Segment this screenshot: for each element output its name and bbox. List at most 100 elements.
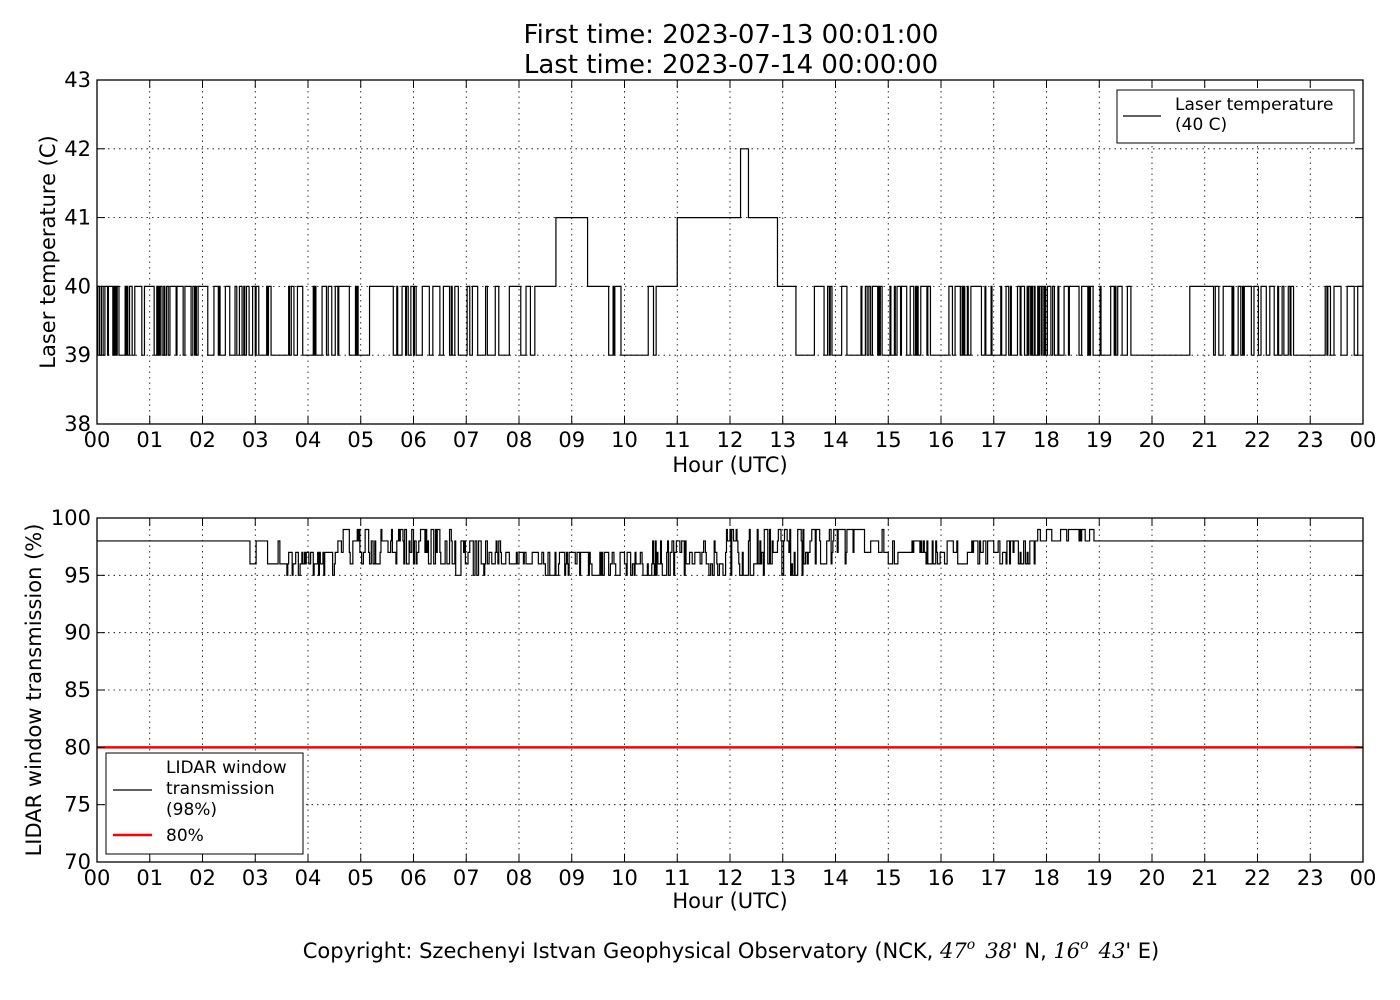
copyright-note: Copyright: Szechenyi Istvan Geophysical … <box>303 937 1160 963</box>
longitude-degrees: 16 <box>1053 939 1080 963</box>
laser-temperature-chart: 00 01 02 03 04 05 06 07 08 09 10 11 12 13 14 15 16 17 18 19… <box>36 68 1376 477</box>
y-axis-label: Laser temperature (C) <box>36 135 60 368</box>
x-tick-label: 09 <box>558 866 585 890</box>
y-tick-labels: 38 39 40 41 42 43 <box>64 68 91 436</box>
longitude-minutes: 43 <box>1098 939 1126 963</box>
x-tick-label: 20 <box>1139 428 1166 452</box>
x-tick-labels: 00 01 02 03 04 05 06 07 08 09 10 11 12 13 14 15 16 17 18 19… <box>84 866 1377 890</box>
legend-label-line-3: (98%) <box>166 800 217 820</box>
x-tick-label: 00 <box>84 428 111 452</box>
y-tick-label: 95 <box>64 563 91 587</box>
longitude-degree-mark: o <box>1080 937 1088 953</box>
x-tick-label: 05 <box>347 428 374 452</box>
x-axis-label: Hour (UTC) <box>672 453 787 477</box>
x-tick-label: 08 <box>506 428 533 452</box>
legend-box <box>105 752 304 855</box>
x-tick-label: 11 <box>664 428 691 452</box>
y-tick-label: 39 <box>64 343 91 367</box>
x-tick-label: 08 <box>506 866 533 890</box>
y-tick-label: 75 <box>64 793 91 817</box>
y-tick-label: 40 <box>64 274 91 298</box>
y-tick-label: 80 <box>64 735 91 759</box>
x-tick-label: 01 <box>136 866 163 890</box>
x-tick-label: 02 <box>189 428 216 452</box>
longitude-suffix: ' E) <box>1125 939 1159 963</box>
x-tick-label: 06 <box>400 428 427 452</box>
x-tick-label: 01 <box>136 428 163 452</box>
title-line-1: First time: 2023-07-13 00:01:00 <box>524 20 939 50</box>
x-tick-label: 12 <box>717 428 744 452</box>
x-tick-label: 03 <box>242 428 269 452</box>
lidar-transmission-series-line <box>97 528 1363 576</box>
x-tick-label: 23 <box>1297 866 1324 890</box>
legend-label-line-1: LIDAR window <box>166 758 287 778</box>
x-tick-label: 00 <box>1350 428 1377 452</box>
y-tick-label: 85 <box>64 678 91 702</box>
copyright-prefix: Copyright: Szechenyi Istvan Geophysical … <box>303 939 940 963</box>
x-tick-label: 04 <box>295 866 322 890</box>
x-tick-label: 10 <box>611 428 638 452</box>
legend-label-line-2: (40 C) <box>1175 115 1227 135</box>
x-tick-label: 04 <box>295 428 322 452</box>
x-tick-label: 02 <box>189 866 216 890</box>
laser-temperature-series-line <box>97 148 1363 356</box>
x-axis-label: Hour (UTC) <box>672 889 787 913</box>
x-tick-label: 10 <box>611 866 638 890</box>
legend-label-line-1: Laser temperature <box>1175 95 1333 115</box>
y-tick-label: 90 <box>64 621 91 645</box>
x-tick-label: 21 <box>1191 866 1218 890</box>
y-tick-label: 43 <box>64 68 91 92</box>
x-tick-label: 07 <box>453 428 480 452</box>
x-tick-label: 12 <box>717 866 744 890</box>
y-tick-label: 100 <box>51 506 91 530</box>
x-tick-label: 17 <box>980 428 1007 452</box>
legend: LIDAR window transmission (98%) 80% <box>105 752 304 855</box>
x-tick-label: 16 <box>928 866 955 890</box>
x-tick-label: 16 <box>928 428 955 452</box>
x-tick-label: 07 <box>453 866 480 890</box>
title-line-2: Last time: 2023-07-14 00:00:00 <box>524 50 938 80</box>
x-tick-label: 00 <box>84 866 111 890</box>
y-tick-label: 38 <box>64 412 91 436</box>
legend-label-threshold: 80% <box>166 826 204 846</box>
lidar-transmission-chart: 00 01 02 03 04 05 06 07 08 09 10 11 12 13 14 15 16 17 18 19… <box>22 506 1376 913</box>
y-tick-label: 42 <box>64 137 91 161</box>
legend-label-laser-temperature: Laser temperature (40 C) <box>1175 95 1339 135</box>
x-tick-label: 14 <box>822 866 849 890</box>
latitude-minutes: 38 <box>985 939 1012 963</box>
legend-label-lidar-transmission: LIDAR window transmission (98%) <box>166 758 292 820</box>
x-tick-label: 17 <box>980 866 1007 890</box>
x-tick-label: 15 <box>875 428 902 452</box>
x-tick-label: 13 <box>769 428 796 452</box>
x-tick-label: 03 <box>242 866 269 890</box>
y-axis-label: LIDAR window transmission (%) <box>22 524 46 857</box>
latitude-degree-mark: o <box>967 937 975 953</box>
latitude-degrees: 47 <box>939 939 967 963</box>
x-tick-label: 21 <box>1191 428 1218 452</box>
x-tick-label: 18 <box>1033 428 1060 452</box>
x-tick-label: 22 <box>1244 866 1271 890</box>
x-tick-label: 11 <box>664 866 691 890</box>
x-tick-label: 13 <box>769 866 796 890</box>
x-tick-label: 05 <box>347 866 374 890</box>
legend: Laser temperature (40 C) <box>1116 89 1355 144</box>
x-tick-label: 18 <box>1033 866 1060 890</box>
x-tick-label: 20 <box>1139 866 1166 890</box>
legend-label-line-2: transmission <box>166 779 275 799</box>
y-tick-label: 70 <box>64 850 91 874</box>
latitude-suffix: ' N, <box>1012 939 1054 963</box>
x-tick-label: 19 <box>1086 428 1113 452</box>
x-tick-label: 00 <box>1350 866 1377 890</box>
x-tick-label: 23 <box>1297 428 1324 452</box>
x-tick-label: 15 <box>875 866 902 890</box>
x-tick-label: 22 <box>1244 428 1271 452</box>
ticks <box>96 79 1364 425</box>
x-tick-label: 09 <box>558 428 585 452</box>
x-tick-labels: 00 01 02 03 04 05 06 07 08 09 10 11 12 13 14 15 16 17 18 19… <box>84 428 1377 452</box>
ticks <box>96 517 1364 863</box>
y-tick-labels: 70 75 80 85 90 95 100 <box>51 506 91 874</box>
y-tick-label: 41 <box>64 206 91 230</box>
x-tick-label: 14 <box>822 428 849 452</box>
x-tick-label: 19 <box>1086 866 1113 890</box>
